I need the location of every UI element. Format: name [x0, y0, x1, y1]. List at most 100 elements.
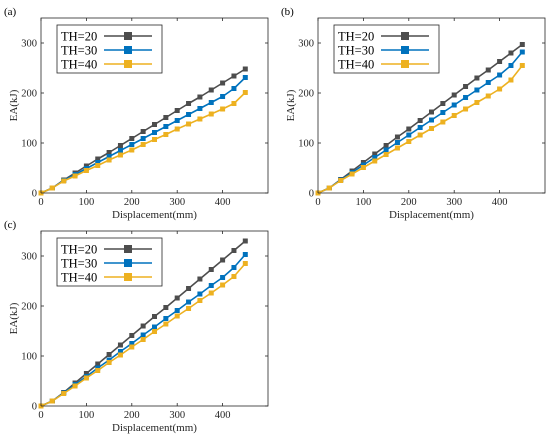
- data-point-marker: [163, 124, 169, 129]
- x-tick-label: 200: [124, 197, 140, 208]
- legend-box: [56, 237, 163, 287]
- data-point-marker: [152, 122, 157, 127]
- data-point-marker: [95, 361, 101, 367]
- data-point-marker: [72, 173, 78, 179]
- x-axis-label: Displacement(mm): [112, 209, 197, 221]
- data-point-marker: [174, 126, 180, 132]
- x-tick-label: 200: [124, 410, 140, 421]
- x-tick-label: 400: [492, 197, 508, 208]
- x-tick-label: 200: [401, 197, 417, 208]
- legend-label: TH=20: [61, 29, 97, 43]
- data-point-marker: [417, 132, 423, 138]
- data-point-marker: [451, 92, 457, 98]
- data-point-marker: [519, 49, 525, 55]
- data-point-marker: [129, 142, 135, 147]
- data-point-marker: [208, 100, 214, 105]
- legend-entry: TH=30: [338, 43, 429, 57]
- data-point-marker: [519, 63, 525, 68]
- data-point-marker: [72, 383, 78, 389]
- data-point-marker: [394, 140, 400, 145]
- data-point-marker: [220, 94, 226, 99]
- data-point-marker: [106, 360, 112, 365]
- data-point-marker: [174, 118, 180, 123]
- y-tick-label: 0: [309, 189, 314, 200]
- data-point-marker: [440, 119, 446, 125]
- data-point-marker: [140, 142, 146, 147]
- data-point-marker: [186, 306, 192, 311]
- data-point-marker: [140, 129, 146, 134]
- panel-label: (c): [4, 219, 17, 231]
- data-point-marker: [242, 238, 248, 244]
- legend-label: TH=20: [338, 29, 374, 43]
- data-point-marker: [152, 314, 157, 319]
- y-axis-label: EA(kJ): [285, 89, 297, 121]
- data-point-marker: [231, 248, 237, 253]
- legend-marker: [124, 60, 132, 68]
- data-point-marker: [451, 113, 457, 118]
- data-point-marker: [163, 305, 169, 310]
- data-point-marker: [485, 80, 491, 85]
- data-point-marker: [197, 94, 203, 100]
- data-point-marker: [163, 132, 169, 137]
- data-point-marker: [152, 137, 157, 142]
- data-point-marker: [129, 147, 135, 153]
- data-point-marker: [508, 63, 514, 68]
- data-point-marker: [83, 371, 89, 376]
- data-point-marker: [463, 84, 469, 89]
- x-tick-label: 0: [315, 197, 320, 208]
- data-point-marker: [83, 375, 89, 381]
- data-point-marker: [372, 158, 378, 164]
- legend-label: TH=30: [61, 256, 97, 270]
- data-point-marker: [394, 134, 400, 140]
- data-point-marker: [451, 102, 457, 108]
- data-point-marker: [231, 73, 237, 79]
- data-point-marker: [485, 67, 491, 73]
- x-tick-label: 0: [38, 197, 43, 208]
- data-point-marker: [163, 316, 169, 321]
- data-point-marker: [360, 165, 366, 170]
- data-point-marker: [140, 332, 146, 338]
- data-point-marker: [197, 106, 203, 111]
- data-point-marker: [186, 299, 192, 305]
- data-point-marker: [106, 352, 112, 357]
- legend-entry: TH=40: [338, 57, 429, 71]
- data-point-marker: [106, 157, 112, 163]
- legend-entry: TH=30: [61, 256, 152, 270]
- y-axis-label: EA(kJ): [8, 89, 20, 121]
- data-point-marker: [231, 86, 237, 91]
- data-point-marker: [152, 130, 157, 135]
- series: [38, 261, 248, 409]
- data-point-marker: [174, 108, 180, 113]
- data-point-marker: [117, 342, 123, 348]
- data-point-marker: [61, 391, 67, 396]
- data-point-marker: [406, 139, 412, 144]
- data-point-marker: [174, 313, 180, 319]
- data-point-marker: [152, 329, 157, 334]
- data-point-marker: [497, 59, 503, 64]
- data-point-marker: [140, 323, 146, 329]
- data-point-marker: [129, 341, 135, 346]
- legend-entry: TH=30: [61, 43, 152, 57]
- x-tick-label: 300: [169, 410, 185, 421]
- legend-entry: TH=40: [61, 270, 152, 284]
- data-point-marker: [231, 265, 237, 270]
- data-point-marker: [49, 398, 55, 404]
- data-point-marker: [338, 178, 344, 183]
- data-point-marker: [220, 282, 226, 288]
- data-point-marker: [417, 125, 423, 130]
- data-point-marker: [220, 257, 226, 263]
- chart-panel: (b)0 100 200 300 4000100200300Displacement(m…: [281, 6, 546, 221]
- x-tick-label: 300: [446, 197, 462, 208]
- legend-entry: TH=20: [61, 29, 152, 43]
- legend-marker: [401, 46, 409, 54]
- data-point-marker: [208, 267, 214, 272]
- data-point-marker: [197, 298, 203, 303]
- data-point-marker: [186, 101, 192, 106]
- data-point-marker: [242, 90, 248, 95]
- data-point-marker: [497, 72, 503, 78]
- data-point-marker: [208, 111, 214, 117]
- data-point-marker: [208, 283, 214, 288]
